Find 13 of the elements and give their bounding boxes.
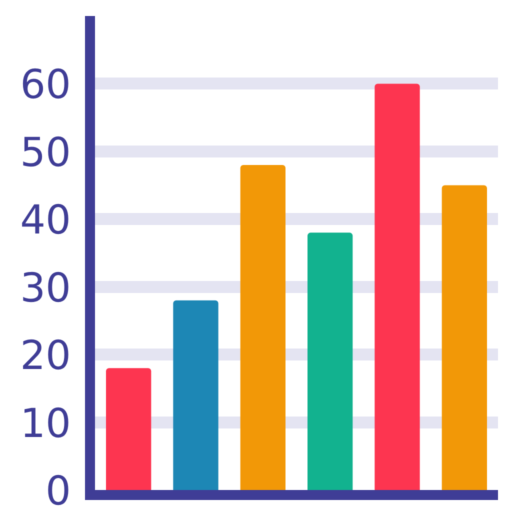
bar: [173, 300, 218, 490]
y-tick-label: 30: [20, 265, 71, 312]
y-tick-label: 20: [20, 333, 71, 380]
y-tick-label: 10: [20, 400, 71, 447]
y-tick-label: 40: [20, 198, 71, 244]
y-tick-label: 0: [46, 468, 71, 512]
bar: [240, 164, 286, 490]
bar: [308, 232, 353, 490]
bar: [106, 368, 152, 490]
bar: [442, 185, 487, 490]
y-tick-label: 50: [20, 130, 71, 176]
y-tick-label: 60: [20, 62, 71, 108]
bar: [374, 84, 420, 490]
